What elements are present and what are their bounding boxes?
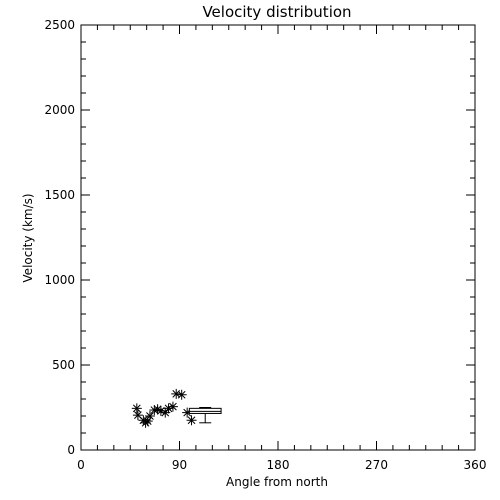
data-point <box>163 403 174 414</box>
x-tick-label: 270 <box>365 458 388 472</box>
scatter-series <box>131 388 197 428</box>
tick-labels: 0 90 180 270 360 0 500 1000 1500 2000 2500 <box>44 18 486 472</box>
x-tick-label: 180 <box>267 458 290 472</box>
data-point <box>160 407 171 418</box>
x-tick-label: 360 <box>464 458 487 472</box>
y-tick-label: 500 <box>52 358 75 372</box>
data-point <box>131 403 142 414</box>
chart-title: Velocity distribution <box>202 3 351 21</box>
data-point <box>155 405 166 416</box>
data-point <box>186 415 197 426</box>
y-tick-label: 0 <box>67 443 75 457</box>
x-tick-label: 90 <box>172 458 187 472</box>
plot-area-frame <box>80 24 476 451</box>
box-iqr <box>188 407 222 414</box>
y-tick-label: 2500 <box>44 18 75 32</box>
x-tick-label: 0 <box>77 458 85 472</box>
data-point <box>176 389 187 400</box>
x-axis-title: Angle from north <box>226 475 328 489</box>
y-tick-label: 1000 <box>44 273 75 287</box>
y-tick-label: 1500 <box>44 188 75 202</box>
axis-ticks <box>80 24 476 451</box>
y-tick-label: 2000 <box>44 103 75 117</box>
velocity-boxplot <box>188 407 222 424</box>
data-point <box>144 411 155 421</box>
data-point <box>167 401 178 412</box>
y-axis-title: Velocity (km/s) <box>21 193 35 282</box>
